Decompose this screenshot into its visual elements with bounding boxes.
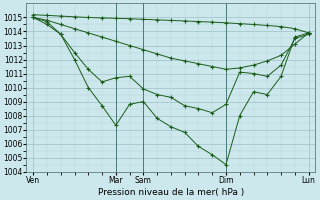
X-axis label: Pression niveau de la mer( hPa ): Pression niveau de la mer( hPa ) <box>98 188 244 197</box>
